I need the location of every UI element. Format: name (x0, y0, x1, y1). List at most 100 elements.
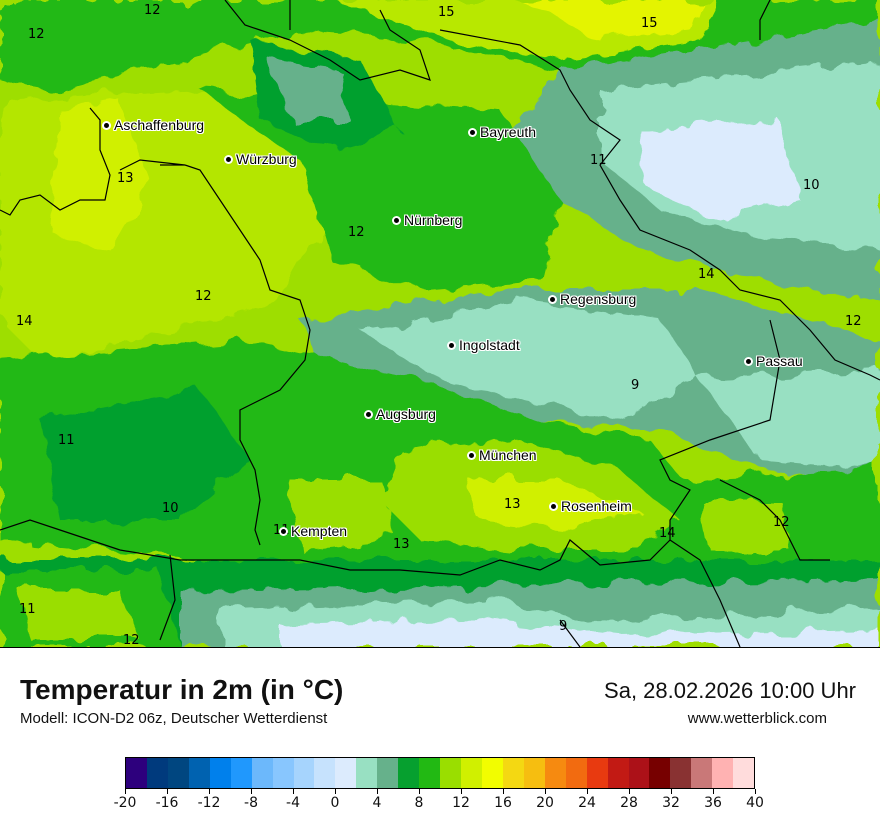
city-marker: Würzburg (226, 151, 297, 167)
colorbar-tick (629, 789, 630, 794)
colorbar-segment (544, 758, 566, 788)
city-dot-icon (104, 122, 109, 128)
colorbar-tick-label: 4 (372, 795, 382, 811)
colorbar-segment (251, 758, 273, 788)
colorbar-tick (125, 789, 126, 794)
city-label: Passau (756, 353, 803, 369)
colorbar-segment (628, 758, 650, 788)
city-label: Kempten (291, 523, 348, 539)
colorbar-segment (398, 758, 420, 788)
isotherm-label: 14 (659, 526, 676, 541)
city-label: Bayreuth (480, 124, 537, 140)
colorbar-tick (419, 789, 420, 794)
isotherm-label: 12 (845, 314, 862, 329)
colorbar-segment (461, 758, 482, 788)
colorbar-segment (419, 758, 441, 788)
city-dot-icon (550, 296, 555, 302)
city-label: Augsburg (376, 406, 436, 422)
city-dot-icon (226, 156, 231, 162)
isotherm-label: 12 (195, 289, 212, 304)
isotherm-label: 14 (698, 267, 715, 282)
temperature-colorbar (125, 757, 755, 789)
borders (0, 0, 880, 647)
temperature-field (0, 0, 880, 647)
city-label: Ingolstadt (459, 337, 520, 353)
model-subtitle: Modell: ICON-D2 06z, Deutscher Wetterdie… (20, 710, 328, 727)
city-label: Nürnberg (404, 212, 463, 228)
city-label: Rosenheim (561, 498, 632, 514)
city-marker: Passau (746, 353, 803, 369)
colorbar-tick (503, 789, 504, 794)
city-dot-icon (551, 503, 556, 509)
website-link[interactable]: www.wetterblick.com (687, 710, 827, 727)
colorbar-tick-label: 40 (746, 795, 764, 811)
colorbar-segment (691, 758, 713, 788)
colorbar-segment (335, 758, 357, 788)
temperature-map: 12 12 15 15 13 11 10 12 14 12 14 12 9 11 10 13 12 11 14 13 1… (0, 0, 880, 648)
city-marker: Rosenheim (551, 498, 632, 514)
isotherm-label: 12 (773, 515, 790, 530)
colorbar-segment (670, 758, 692, 788)
isotherm-label: 9 (631, 378, 640, 393)
colorbar-segment (209, 758, 231, 788)
city-marker: Augsburg (366, 406, 436, 422)
city-marker: Ingolstadt (449, 337, 520, 353)
isotherm-label: 13 (393, 537, 410, 552)
isotherm-label: 12 (144, 3, 161, 18)
city-marker: Aschaffenburg (104, 117, 204, 133)
colorbar-segment (607, 758, 629, 788)
colorbar-tick-label: 16 (494, 795, 512, 811)
colorbar-tick (461, 789, 462, 794)
colorbar-tick-label: 24 (578, 795, 596, 811)
isotherm-label: 15 (438, 5, 455, 20)
isotherm-label: 11 (58, 433, 75, 448)
isotherm-label: 12 (28, 27, 45, 42)
isotherm-label: 14 (16, 314, 33, 329)
colorbar-tick-label: 8 (414, 795, 424, 811)
city-label: Würzburg (236, 151, 297, 167)
colorbar-tick (671, 789, 672, 794)
isotherm-label: 10 (803, 178, 820, 193)
colorbar-tick-label: 28 (620, 795, 638, 811)
city-dot-icon (366, 411, 371, 417)
colorbar-tick (251, 789, 252, 794)
city-label: München (479, 447, 537, 463)
colorbar-tick-label: 36 (704, 795, 722, 811)
isotherm-label: 15 (641, 16, 658, 31)
city-marker: Regensburg (550, 291, 636, 307)
colorbar-tick-label: 0 (330, 795, 340, 811)
isotherm-label: 13 (504, 497, 521, 512)
colorbar-ticks: -20 -16 -12 -8 -4 0 4 8 12 16 20 24 28 32 36 40 (114, 789, 764, 819)
colorbar-segment (167, 758, 189, 788)
city-dot-icon (469, 452, 474, 458)
colorbar-tick (713, 789, 714, 794)
colorbar-segment (126, 758, 147, 788)
city-marker: Nürnberg (394, 212, 462, 228)
colorbar-tick (293, 789, 294, 794)
colorbar-tick-label: 32 (662, 795, 680, 811)
colorbar-segment (565, 758, 587, 788)
colorbar-segment (188, 758, 210, 788)
isotherm-label: 11 (19, 602, 36, 617)
colorbar-tick (335, 789, 336, 794)
isotherm-label: 12 (123, 633, 140, 648)
colorbar-tick-label: -20 (113, 795, 137, 811)
city-dot-icon (281, 528, 286, 534)
colorbar-segment (230, 758, 252, 788)
city-dot-icon (394, 217, 399, 223)
colorbar-tick (587, 789, 588, 794)
colorbar-tick (377, 789, 378, 794)
colorbar-segment (377, 758, 399, 788)
city-dot-icon (746, 358, 751, 364)
city-dot-icon (470, 129, 475, 135)
colorbar-tick-label: -4 (286, 795, 300, 811)
city-label: Aschaffenburg (114, 117, 205, 133)
colorbar-tick (545, 789, 546, 794)
colorbar-segment (649, 758, 671, 788)
city-dot-icon (449, 342, 454, 348)
colorbar-segment (502, 758, 524, 788)
colorbar-segment (440, 758, 461, 788)
isotherm-label: 10 (162, 501, 179, 516)
colorbar-tick-label: -8 (244, 795, 258, 811)
colorbar-tick-label: -16 (155, 795, 179, 811)
